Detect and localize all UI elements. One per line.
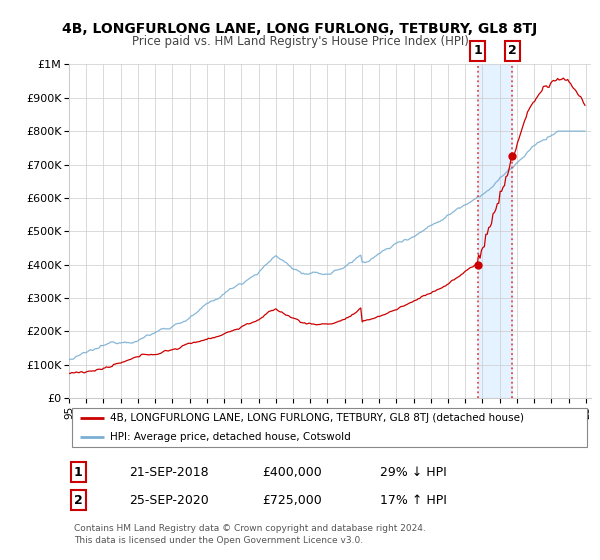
Text: £725,000: £725,000 [262, 494, 322, 507]
Text: 1: 1 [473, 44, 482, 58]
Text: Price paid vs. HM Land Registry's House Price Index (HPI): Price paid vs. HM Land Registry's House … [131, 35, 469, 48]
Text: 4B, LONGFURLONG LANE, LONG FURLONG, TETBURY, GL8 8TJ: 4B, LONGFURLONG LANE, LONG FURLONG, TETB… [62, 22, 538, 36]
Text: Contains HM Land Registry data © Crown copyright and database right 2024.
This d: Contains HM Land Registry data © Crown c… [74, 524, 426, 545]
Text: 21-SEP-2018: 21-SEP-2018 [129, 465, 209, 479]
Text: HPI: Average price, detached house, Cotswold: HPI: Average price, detached house, Cots… [110, 432, 350, 442]
Text: 25-SEP-2020: 25-SEP-2020 [129, 494, 209, 507]
Text: 4B, LONGFURLONG LANE, LONG FURLONG, TETBURY, GL8 8TJ (detached house): 4B, LONGFURLONG LANE, LONG FURLONG, TETB… [110, 413, 524, 423]
Text: 2: 2 [74, 494, 83, 507]
FancyBboxPatch shape [71, 408, 587, 447]
Text: 29% ↓ HPI: 29% ↓ HPI [380, 465, 446, 479]
Text: 2: 2 [508, 44, 517, 58]
Text: £400,000: £400,000 [262, 465, 322, 479]
Text: 1: 1 [74, 465, 83, 479]
Bar [478, 64, 512, 398]
Text: 17% ↑ HPI: 17% ↑ HPI [380, 494, 446, 507]
